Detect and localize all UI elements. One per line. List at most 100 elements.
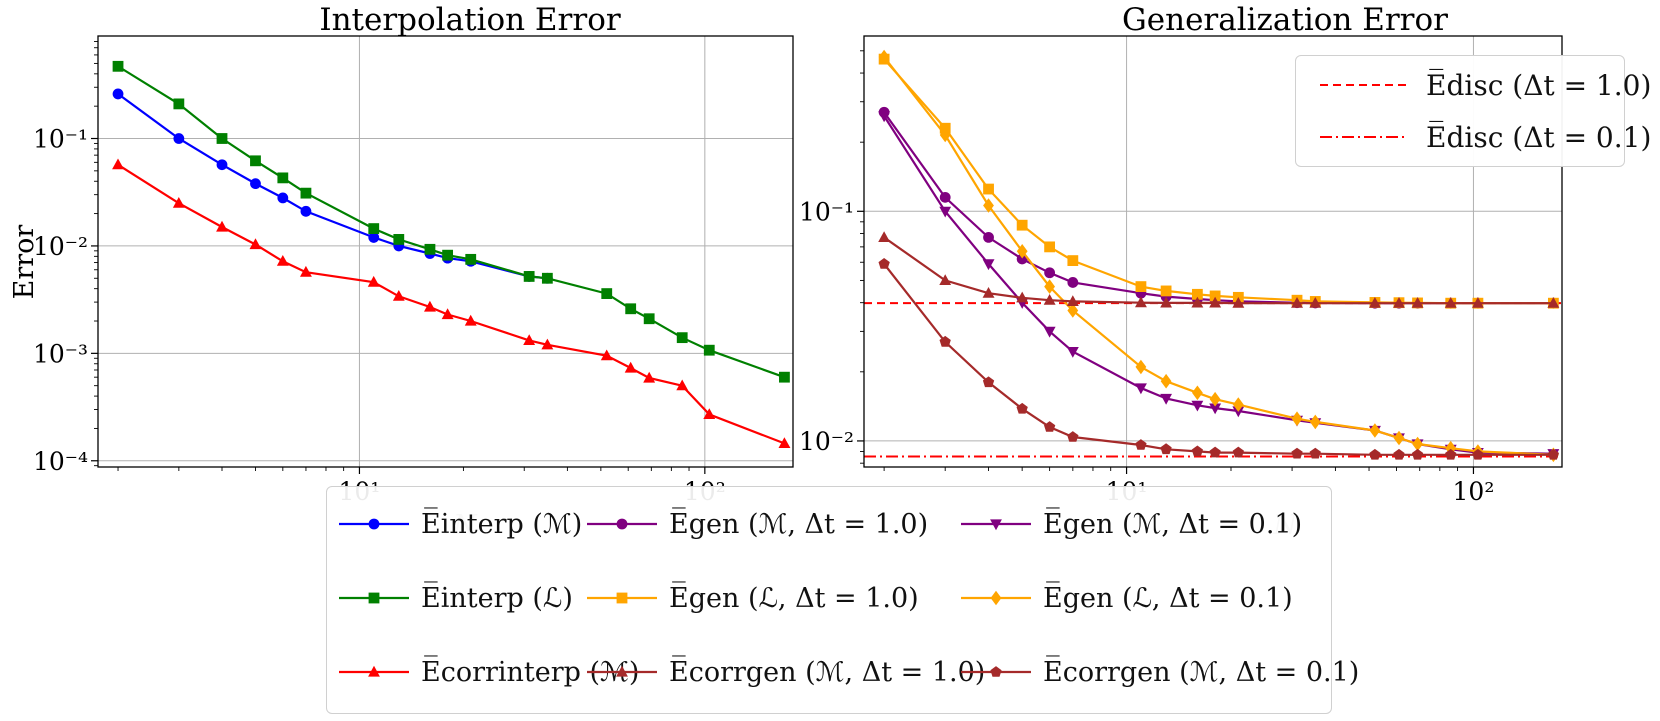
data-point-interp_M [277, 192, 289, 204]
data-point-gen_corr_M_10 [1016, 291, 1029, 303]
square-marker-icon [339, 592, 409, 604]
data-point-interp_corr_M [600, 349, 613, 361]
data-point-interp_corr_M [703, 408, 716, 419]
series-interp_corr_M [112, 158, 791, 448]
data-point-interp_L [601, 288, 613, 299]
data-point-gen_corr_M_01 [982, 376, 995, 388]
data-point-gen_L_01 [1016, 244, 1028, 259]
data-point-interp_M [250, 178, 261, 190]
legend-label: E̅gen (ℳ, Δt = 0.1) [1043, 508, 1303, 540]
legend-label: E̅gen (ℒ, Δt = 1.0) [669, 582, 919, 614]
legend-entry-gen-l-dt-01: E̅gen (ℒ, Δt = 0.1) [959, 573, 1293, 623]
data-point-gen_corr_M_01 [1393, 448, 1405, 460]
legend-entry-interp-l: E̅interp (ℒ) [337, 573, 573, 623]
data-point-gen_M_01 [1209, 403, 1222, 415]
data-point-gen_corr_M_01 [1411, 448, 1424, 460]
series-legend: E̅interp (ℳ) E̅interp (ℒ) E̅corrinterp (… [326, 486, 1359, 714]
legend-label: E̅interp (ℒ) [421, 582, 573, 614]
data-point-interp_L [779, 371, 790, 383]
data-point-gen_L_10 [983, 183, 994, 195]
legend-entry-gen-corr-m-dt-01: E̅corrgen (ℳ, Δt = 0.1) [959, 647, 1359, 697]
data-point-gen_L_10 [1016, 219, 1028, 231]
data-point-gen_corr_M_10 [1160, 296, 1172, 308]
series-gen_corr_M_01 [878, 258, 1559, 460]
data-point-gen_L_01 [1067, 303, 1079, 318]
legend-entry-gen-m-dt-1: E̅gen (ℳ, Δt = 1.0) [585, 499, 928, 549]
data-point-gen_corr_M_10 [1393, 297, 1405, 308]
interpolation-error-title: Interpolation Error [319, 2, 621, 38]
data-point-gen_corr_M_01 [1044, 421, 1056, 432]
data-point-interp_corr_M [172, 197, 185, 208]
data-point-interp_corr_M [778, 437, 791, 448]
data-point-interp_L [523, 271, 535, 282]
data-point-gen_M_10 [983, 231, 994, 243]
data-point-interp_M [300, 205, 312, 217]
data-point-interp_corr_M [523, 334, 536, 345]
interpolation-error-y-axis-label: Error [9, 225, 40, 300]
pentagon-marker-icon [961, 666, 1031, 677]
data-point-gen_corr_M_01 [1135, 439, 1147, 450]
data-point-interp_L [173, 98, 185, 110]
data-point-interp_corr_M [216, 220, 228, 232]
data-point-gen_corr_M_01 [1309, 447, 1321, 459]
data-point-gen_corr_M_10 [1369, 297, 1381, 308]
data-point-interp_L [442, 249, 454, 261]
triangle-up-marker-icon [339, 665, 409, 677]
data-point-gen_corr_M_10 [1547, 297, 1560, 308]
data-point-gen_corr_M_01 [1445, 448, 1457, 460]
triangle-up-marker-icon [587, 665, 657, 677]
data-point-gen_corr_M_10 [1232, 297, 1245, 308]
data-point-gen_corr_M_10 [939, 274, 952, 285]
data-point-interp_L [625, 303, 637, 315]
data-point-gen_L_01 [1209, 391, 1221, 407]
data-point-gen_M_01 [1191, 400, 1204, 412]
legend-marker [990, 519, 1002, 531]
data-point-interp_corr_M [643, 371, 656, 383]
data-point-gen_L_01 [1291, 411, 1303, 426]
data-point-interp_L [393, 234, 405, 245]
data-point-gen_L_10 [1067, 255, 1079, 267]
data-point-interp_corr_M [676, 379, 689, 391]
data-point-gen_M_01 [1066, 347, 1079, 358]
data-point-gen_corr_M_01 [1191, 445, 1203, 457]
discretization-legend: E̅disc (Δt = 1.0) E̅disc (Δt = 0.1) [1295, 55, 1651, 167]
data-point-interp_L [643, 313, 655, 325]
data-point-gen_L_01 [939, 127, 951, 143]
data-point-gen_corr_M_01 [1547, 448, 1559, 460]
data-point-gen_corr_M_10 [1444, 297, 1457, 308]
legend-label: E̅corrgen (ℳ, Δt = 1.0) [669, 656, 986, 688]
data-point-interp_corr_M [441, 308, 454, 320]
data-point-interp_M [112, 88, 124, 100]
y-tick-label: 10⁻² [33, 232, 88, 261]
data-point-gen_corr_M_01 [1160, 443, 1172, 455]
generalization-error-title: Generalization Error [1122, 2, 1448, 38]
legend-label: E̅gen (ℒ, Δt = 0.1) [1043, 582, 1293, 614]
series-line-interp_L [117, 65, 785, 379]
data-point-gen_corr_M_10 [1472, 297, 1484, 308]
series-gen_L_01 [878, 49, 1559, 463]
legend-marker [616, 592, 628, 604]
data-point-interp_L [541, 272, 553, 284]
y-tick-label: 10⁻⁴ [33, 447, 88, 476]
data-point-gen_L_01 [1412, 436, 1423, 452]
legend-label: E̅disc (Δt = 0.1) [1426, 120, 1652, 154]
series-line-interp_M [117, 93, 548, 280]
data-point-gen_L_10 [1135, 281, 1147, 293]
interpolation-error-panel: Interpolation Error Error N 10¹10²10⁻¹10… [9, 2, 794, 541]
data-point-gen_L_01 [1192, 385, 1203, 401]
data-point-gen_M_01 [1043, 326, 1056, 338]
data-point-interp_M [173, 133, 185, 144]
legend-marker [368, 518, 380, 530]
data-point-interp_L [300, 187, 312, 199]
data-point-interp_corr_M [464, 314, 477, 326]
square-marker-icon [587, 592, 657, 604]
data-point-interp_M [216, 159, 228, 171]
legend-marker [616, 518, 628, 530]
dashdot-line-swatch-icon [1320, 136, 1406, 138]
data-point-interp_L [703, 344, 715, 356]
data-point-gen_M_01 [982, 259, 995, 271]
data-point-gen_L_01 [1160, 373, 1172, 389]
series-interp_L [112, 60, 790, 383]
series-gen_corr_M_10 [878, 231, 1560, 308]
data-point-gen_L_01 [1369, 423, 1381, 438]
